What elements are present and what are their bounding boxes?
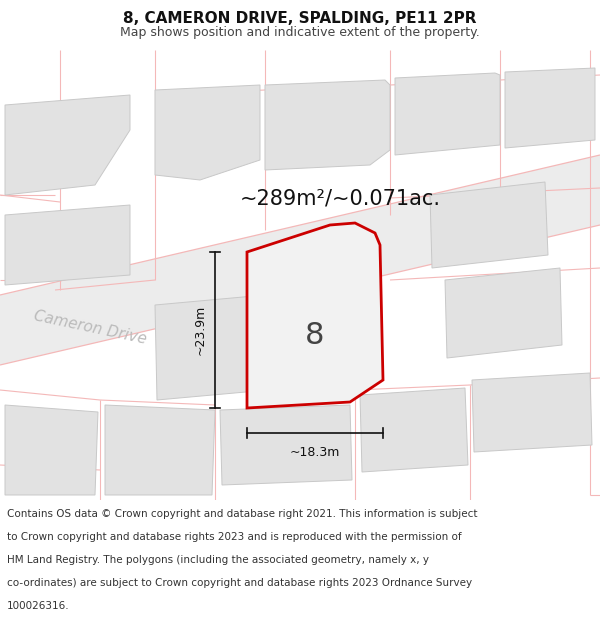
Polygon shape <box>395 73 500 155</box>
Text: 8: 8 <box>305 321 325 349</box>
Text: co-ordinates) are subject to Crown copyright and database rights 2023 Ordnance S: co-ordinates) are subject to Crown copyr… <box>7 578 472 588</box>
Polygon shape <box>155 295 268 400</box>
Polygon shape <box>430 182 548 268</box>
Polygon shape <box>220 405 352 485</box>
Text: 100026316.: 100026316. <box>7 601 70 611</box>
Text: 8, CAMERON DRIVE, SPALDING, PE11 2PR: 8, CAMERON DRIVE, SPALDING, PE11 2PR <box>123 11 477 26</box>
Text: Map shows position and indicative extent of the property.: Map shows position and indicative extent… <box>120 26 480 39</box>
Text: ~18.3m: ~18.3m <box>290 446 340 459</box>
Polygon shape <box>5 405 98 495</box>
Polygon shape <box>105 405 215 495</box>
Polygon shape <box>472 373 592 452</box>
Polygon shape <box>265 80 390 170</box>
Polygon shape <box>260 245 368 395</box>
Text: HM Land Registry. The polygons (including the associated geometry, namely x, y: HM Land Registry. The polygons (includin… <box>7 555 429 565</box>
Text: Cameron Drive: Cameron Drive <box>32 309 148 348</box>
Polygon shape <box>445 268 562 358</box>
Polygon shape <box>247 223 383 408</box>
Polygon shape <box>5 205 130 285</box>
Polygon shape <box>155 85 260 180</box>
Text: Contains OS data © Crown copyright and database right 2021. This information is : Contains OS data © Crown copyright and d… <box>7 509 478 519</box>
Text: ~23.9m: ~23.9m <box>194 305 207 355</box>
Polygon shape <box>360 388 468 472</box>
Text: to Crown copyright and database rights 2023 and is reproduced with the permissio: to Crown copyright and database rights 2… <box>7 532 462 542</box>
Polygon shape <box>5 95 130 195</box>
Polygon shape <box>505 68 595 148</box>
Text: ~289m²/~0.071ac.: ~289m²/~0.071ac. <box>239 188 440 208</box>
Polygon shape <box>0 155 600 365</box>
